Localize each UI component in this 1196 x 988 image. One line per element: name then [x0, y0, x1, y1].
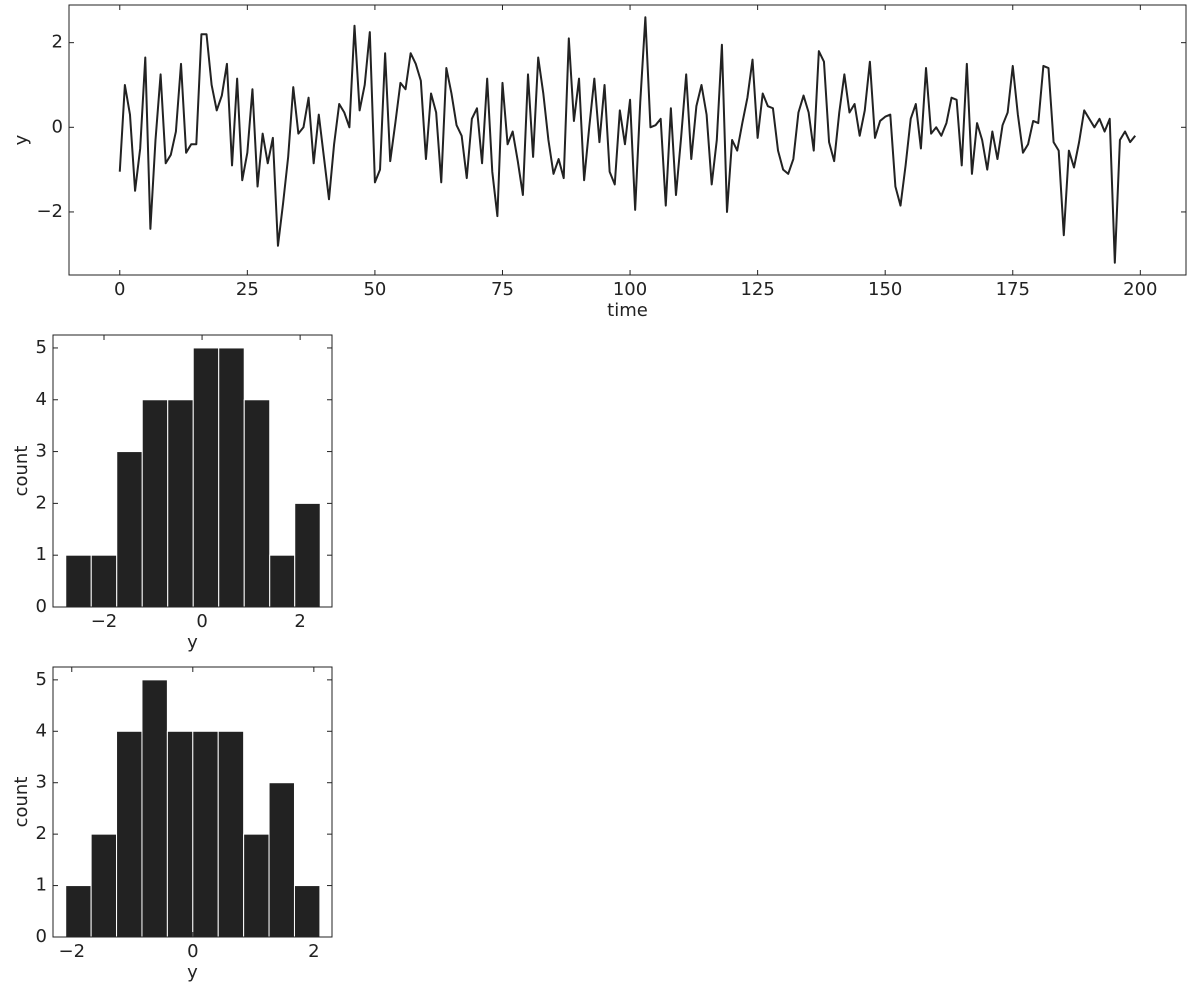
- x-tick-label: 2: [308, 941, 319, 962]
- y-tick-label: 3: [36, 772, 47, 793]
- histogram-bar: [65, 554, 92, 608]
- y-tick-label: 2: [36, 492, 47, 513]
- x-tick-label: 175: [996, 279, 1030, 300]
- x-tick-label: 125: [740, 279, 774, 300]
- histogram-bar: [293, 885, 321, 938]
- axes-frame: [52, 334, 333, 608]
- histogram-bar: [141, 399, 169, 608]
- x-tick-label: 0: [114, 279, 125, 300]
- histogram-bar: [192, 730, 219, 938]
- histogram-bar: [167, 399, 194, 608]
- x-tick-label: 50: [363, 279, 386, 300]
- y-tick-label: 2: [36, 823, 47, 844]
- x-tick-label: 100: [613, 279, 647, 300]
- y-tick-label: 1: [36, 875, 47, 896]
- histogram-bar: [166, 730, 194, 938]
- y-axis-label: y: [11, 134, 32, 145]
- x-tick-label: 2: [294, 611, 305, 632]
- x-tick-label: 200: [1123, 279, 1157, 300]
- histogram-bar: [90, 833, 118, 938]
- y-tick-label: 3: [36, 441, 47, 462]
- axes-frame: [68, 4, 1187, 276]
- y-tick-label: 4: [36, 389, 47, 410]
- data-line: [118, 16, 1137, 264]
- histogram-bar: [218, 347, 245, 608]
- histogram-bar: [141, 679, 168, 938]
- y-tick-label: 1: [36, 544, 47, 565]
- x-tick-label: 0: [187, 941, 198, 962]
- y-tick-label: 2: [52, 32, 63, 53]
- x-tick-label: 75: [491, 279, 514, 300]
- x-tick-label: 25: [236, 279, 259, 300]
- histogram-bar: [243, 833, 270, 938]
- histogram-bar: [269, 554, 296, 608]
- y-tick-label: 0: [52, 116, 63, 137]
- y-axis-label: count: [11, 777, 32, 828]
- y-tick-label: −2: [36, 201, 63, 222]
- y-tick-label: 0: [36, 926, 47, 947]
- x-tick-label: 150: [868, 279, 902, 300]
- x-axis-label: time: [607, 300, 648, 321]
- histogram-bar: [65, 885, 92, 938]
- histogram-bar: [90, 554, 118, 608]
- x-tick-label: −2: [58, 941, 85, 962]
- y-tick-label: 4: [36, 720, 47, 741]
- x-tick-label: 0: [196, 611, 207, 632]
- histogram-bar: [268, 782, 295, 938]
- y-tick-label: 5: [36, 337, 47, 358]
- y-axis-label: count: [11, 446, 32, 497]
- x-axis-label: y: [187, 962, 198, 983]
- histogram-bar: [243, 399, 271, 608]
- y-tick-label: 5: [36, 669, 47, 690]
- x-tick-label: −2: [91, 611, 118, 632]
- histogram-bar: [192, 347, 220, 608]
- histogram-bar: [294, 502, 321, 608]
- histogram-bar: [217, 730, 245, 938]
- histogram-bar: [116, 451, 143, 608]
- histogram-bar: [116, 730, 143, 938]
- x-axis-label: y: [187, 632, 198, 653]
- y-tick-label: 0: [36, 596, 47, 617]
